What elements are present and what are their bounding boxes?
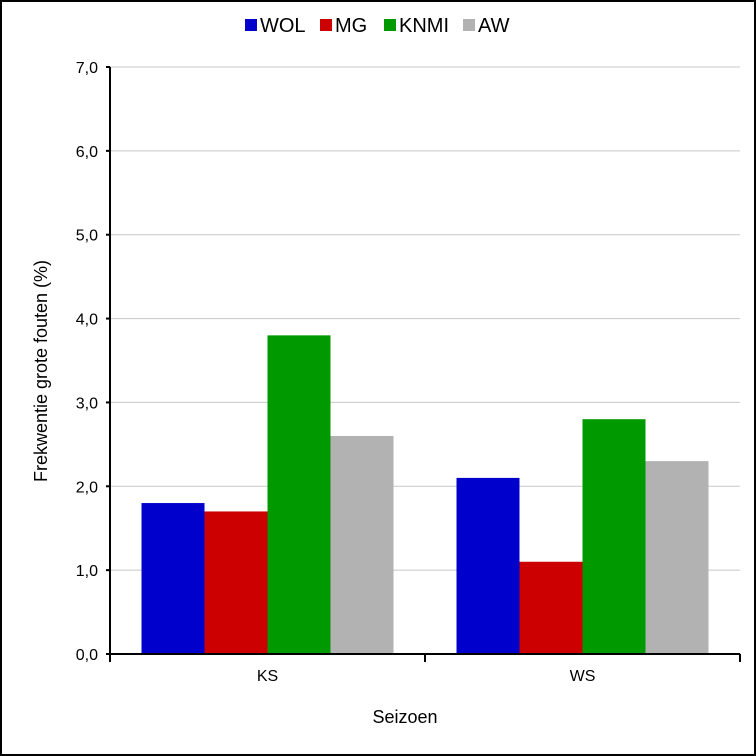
legend-label-mg: MG [335, 15, 367, 37]
bars [141, 335, 709, 654]
y-tick-label: 4,0 [76, 312, 98, 329]
bar-wol-ks [141, 503, 205, 654]
legend-swatch-aw [463, 19, 475, 31]
bar-knmi-ws [582, 419, 646, 654]
y-tick-label: 7,0 [76, 60, 98, 77]
legend-swatch-mg [320, 19, 332, 31]
y-tick-label: 5,0 [76, 228, 98, 245]
legend-swatch-knmi [384, 19, 396, 31]
y-tick-label: 0,0 [76, 647, 98, 664]
legend-label-aw: AW [478, 15, 510, 37]
x-tick-label: KS [257, 668, 278, 685]
legend-label-knmi: KNMI [399, 15, 449, 37]
x-tick-labels: KS WS [257, 668, 596, 685]
y-tick-label: 3,0 [76, 395, 98, 412]
legend-label-wol: WOL [260, 15, 306, 37]
x-axis-title: Seizoen [372, 707, 437, 727]
bar-aw-ws [645, 461, 709, 654]
y-tick-labels: 0,0 1,0 2,0 3,0 4,0 5,0 6,0 7,0 [76, 60, 98, 664]
legend-swatch-wol [245, 19, 257, 31]
y-axis-title: Frekwentie grote fouten (%) [31, 260, 51, 482]
bar-aw-ks [330, 435, 394, 654]
y-tick-label: 1,0 [76, 563, 98, 580]
y-tick-label: 2,0 [76, 479, 98, 496]
bar-mg-ws [519, 561, 583, 654]
bar-knmi-ks [267, 335, 331, 654]
axes [106, 66, 741, 662]
bar-mg-ks [204, 511, 268, 654]
x-tick-label: WS [570, 668, 596, 685]
bar-wol-ws [456, 477, 520, 654]
legend: WOL MG KNMI AW [245, 15, 510, 37]
y-tick-label: 6,0 [76, 144, 98, 161]
